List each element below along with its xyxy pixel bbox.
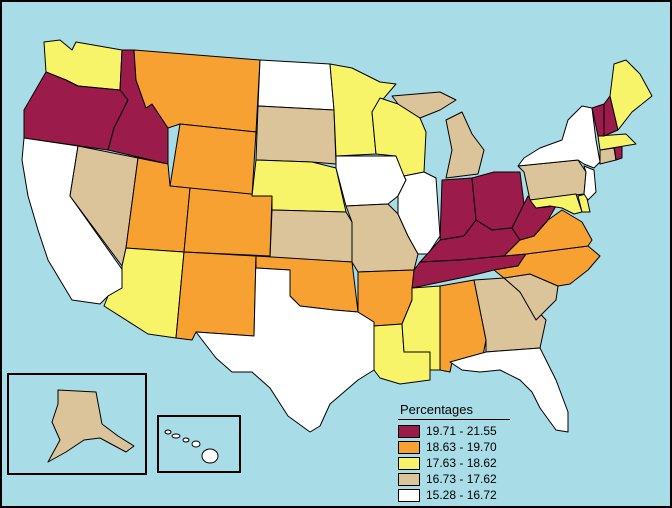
state-CO — [183, 187, 273, 257]
state-KS — [269, 209, 353, 263]
state-MA — [597, 133, 637, 151]
state-HI — [164, 429, 219, 464]
legend-title: Percentages — [400, 402, 473, 417]
legend-item: 15.28 - 16.72 — [398, 487, 510, 503]
state-MI — [391, 91, 485, 179]
legend-item: 18.63 - 19.70 — [398, 439, 510, 455]
legend-swatch-2 — [398, 456, 420, 470]
legend-swatch-1 — [398, 440, 420, 454]
legend-label: 15.28 - 16.72 — [426, 488, 497, 502]
state-NJ — [583, 165, 597, 201]
legend-item: 17.63 - 18.62 — [398, 455, 510, 471]
state-ME — [609, 59, 653, 131]
legend-swatch-3 — [398, 472, 420, 486]
state-IA — [335, 155, 407, 207]
state-SD — [255, 105, 337, 165]
state-RI — [613, 145, 623, 161]
state-WY — [169, 123, 257, 197]
map-legend: Percentages 19.71 - 21.55 18.63 - 19.70 … — [398, 402, 510, 503]
state-NY — [517, 105, 601, 169]
state-FL — [449, 347, 569, 433]
state-NC — [493, 245, 601, 287]
alaska-inset-frame — [7, 373, 147, 475]
state-IL — [397, 171, 441, 255]
legend-rule — [398, 419, 510, 420]
legend-label: 19.71 - 21.55 — [426, 424, 497, 438]
legend-label: 18.63 - 19.70 — [426, 440, 497, 454]
state-MD — [529, 193, 583, 215]
state-AK — [47, 389, 135, 463]
state-MO — [345, 203, 419, 273]
state-ND — [257, 59, 335, 111]
state-NM — [175, 251, 257, 341]
legend-label: 16.73 - 17.62 — [426, 472, 497, 486]
legend-swatch-0 — [398, 424, 420, 438]
legend-swatch-4 — [398, 488, 420, 502]
hawaii-inset-frame — [157, 415, 241, 473]
state-TX — [195, 255, 375, 433]
legend-label: 17.63 - 18.62 — [426, 456, 497, 470]
legend-item: 19.71 - 21.55 — [398, 423, 510, 439]
legend-item: 16.73 - 17.62 — [398, 471, 510, 487]
